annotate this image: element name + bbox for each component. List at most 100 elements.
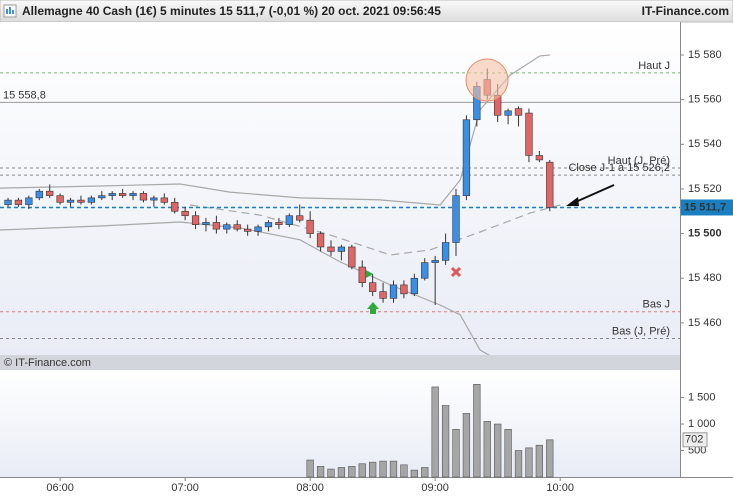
candle-body xyxy=(25,197,33,205)
y-tick-label: 15 480 xyxy=(688,272,722,284)
candle-body xyxy=(296,215,304,221)
candle-body xyxy=(535,155,543,161)
last-price-box xyxy=(681,199,733,216)
candle-body xyxy=(118,193,127,196)
volume-bar xyxy=(483,421,491,478)
brand: IT-Finance.com xyxy=(642,4,729,18)
candle-body xyxy=(77,199,85,203)
x-tick-label: 07:00 xyxy=(171,482,199,494)
volume-last-box xyxy=(682,432,708,448)
volume-bar xyxy=(389,460,398,478)
chart-title: Allemagne 40 Cash (1€) 5 minutes 15 511,… xyxy=(22,4,441,18)
volume-last-label: 702 xyxy=(685,434,703,446)
y-tick-label: 15 520 xyxy=(688,183,722,195)
candle-body xyxy=(379,291,387,299)
volume-bar xyxy=(441,405,450,478)
sell-signal xyxy=(450,266,462,278)
candle-body xyxy=(421,262,429,279)
volume-y-tick-label: 500 xyxy=(688,444,706,456)
volume-bar xyxy=(410,469,418,478)
candle-body xyxy=(14,199,23,205)
candle-body xyxy=(514,108,523,116)
candle-body xyxy=(306,219,314,234)
volume-bar xyxy=(358,463,366,478)
volume-bar xyxy=(473,384,481,478)
x-tick-label: 06:00 xyxy=(46,482,74,494)
volume-bar xyxy=(348,466,356,478)
candle-body xyxy=(264,222,273,228)
volume-bar xyxy=(379,460,387,478)
candle-body xyxy=(452,195,460,243)
candle-body xyxy=(56,195,64,203)
candle-body xyxy=(275,222,283,225)
candle-body xyxy=(160,197,168,203)
volume-bar xyxy=(514,450,523,478)
x-tick-label: 08:00 xyxy=(296,482,324,494)
x-tick-label: 09:00 xyxy=(421,482,449,494)
candle-body xyxy=(35,190,43,199)
candle-body xyxy=(233,224,241,230)
level-label: Haut J xyxy=(638,60,670,72)
candle-body xyxy=(431,260,439,263)
candle-body xyxy=(212,222,221,230)
candle-body xyxy=(504,110,512,116)
y-tick-label: 15 500 xyxy=(688,227,722,239)
candle-body xyxy=(462,119,471,196)
volume-bar xyxy=(306,459,314,478)
volume-bar xyxy=(452,429,460,478)
volume-y-tick-label: 1 500 xyxy=(688,391,716,403)
candle-body xyxy=(46,190,54,196)
x-tick-label: 10:00 xyxy=(546,482,574,494)
credit-band xyxy=(0,355,680,370)
candle-body xyxy=(337,246,346,252)
candle-body xyxy=(244,228,252,232)
candle-body xyxy=(348,246,356,268)
main-plot-area xyxy=(0,22,680,355)
level-label: Close J-1 à 15 526,2 xyxy=(568,162,670,174)
band-line xyxy=(189,204,561,256)
volume-bar xyxy=(494,423,502,478)
candle-body xyxy=(546,161,554,208)
volume-bar xyxy=(546,439,554,478)
volume-bar xyxy=(327,468,335,478)
band-line xyxy=(0,54,550,206)
candle-body xyxy=(525,112,533,156)
y-tick-label: 15 460 xyxy=(688,317,722,329)
candle-body xyxy=(150,197,158,201)
candle-body xyxy=(129,193,137,196)
level-label: Haut (J. Pré) xyxy=(608,155,670,167)
y-tick-label: 15 540 xyxy=(688,138,722,150)
y-tick-label: 15 560 xyxy=(688,94,722,106)
candle-body xyxy=(191,215,200,225)
candle-body xyxy=(254,226,262,232)
candle-body xyxy=(358,266,366,283)
y-tick-label: 15 580 xyxy=(688,49,722,61)
candle-body xyxy=(139,193,148,201)
candle-body xyxy=(181,210,189,217)
candle-body xyxy=(66,199,75,203)
volume-bar xyxy=(431,386,439,478)
volume-y-tick-label: 1 000 xyxy=(688,418,716,430)
credit: © IT-Finance.com xyxy=(4,357,91,369)
candle-body xyxy=(410,277,418,295)
main-layer: Haut J 15 558,8 Haut (J. Pré)Close J-1 à 1… xyxy=(0,54,680,355)
volume-bar xyxy=(316,466,325,478)
candle-body xyxy=(327,246,335,252)
volume-bar xyxy=(462,413,471,478)
level-label: 15 558,8 xyxy=(3,89,46,101)
volume-bar xyxy=(421,467,429,478)
volume-bar xyxy=(369,461,377,478)
candle-body xyxy=(285,215,293,225)
highlight-circle xyxy=(465,58,509,102)
candle-body xyxy=(223,224,231,230)
candle-body xyxy=(108,193,116,196)
candle-body xyxy=(389,284,398,299)
candle-body xyxy=(369,282,377,292)
candle-body xyxy=(98,195,106,199)
candle-body xyxy=(87,197,96,203)
volume-plot-area xyxy=(0,370,680,477)
candle-body xyxy=(171,202,179,212)
volume-bar xyxy=(525,447,533,478)
overlay-layer: 15 460 15 480 15 500 15 520 15 540 15 560 15 5… xyxy=(46,49,733,494)
level-label: Bas (J, Pré) xyxy=(612,325,670,337)
